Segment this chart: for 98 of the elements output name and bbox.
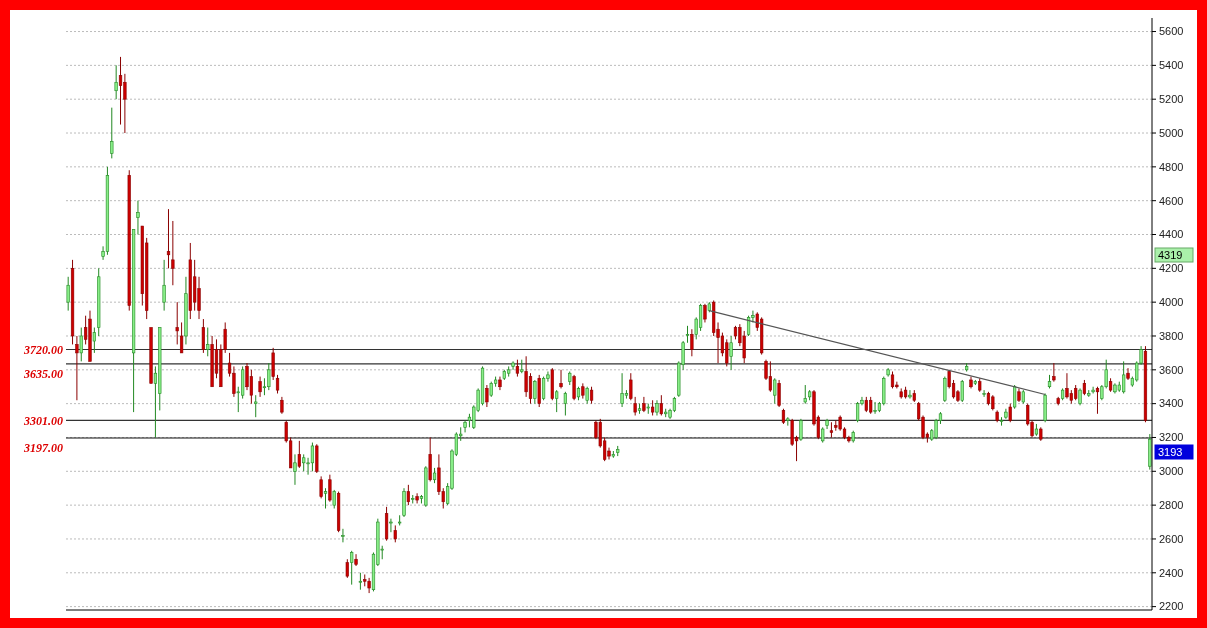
y-tick-label: 2600 bbox=[1159, 532, 1184, 545]
candlestick bbox=[541, 376, 546, 401]
candlestick bbox=[742, 330, 746, 364]
candlestick bbox=[773, 377, 777, 405]
candlestick bbox=[1052, 362, 1056, 383]
candlestick bbox=[232, 365, 236, 398]
candlestick bbox=[528, 372, 533, 405]
candlestick bbox=[179, 321, 184, 354]
y-tick-label: 5000 bbox=[1159, 126, 1184, 139]
candlestick bbox=[768, 360, 772, 393]
candlestick bbox=[960, 379, 964, 403]
y-tick-label: 2800 bbox=[1159, 498, 1184, 511]
y-tick-label: 3800 bbox=[1159, 329, 1184, 342]
candlestick bbox=[258, 376, 262, 398]
candlestick bbox=[310, 442, 315, 472]
candlestick bbox=[406, 484, 410, 506]
ref-line-label: 3720.00 bbox=[23, 342, 63, 357]
y-tick-label: 5600 bbox=[1159, 25, 1184, 38]
y-tick-label: 2200 bbox=[1159, 600, 1184, 613]
candlestick bbox=[402, 487, 406, 518]
y-tick-label: 4000 bbox=[1159, 296, 1184, 309]
candlestick bbox=[293, 453, 297, 486]
candlestick bbox=[1095, 386, 1100, 415]
candlestick bbox=[524, 355, 528, 398]
y-tick-label: 3000 bbox=[1159, 465, 1184, 478]
candlestick bbox=[1008, 403, 1012, 423]
y-tick-label: 4200 bbox=[1159, 262, 1184, 275]
candlestick bbox=[79, 327, 83, 362]
candlestick bbox=[659, 394, 663, 416]
candlestick bbox=[555, 389, 559, 413]
candlestick bbox=[341, 528, 345, 543]
candlestick bbox=[690, 328, 694, 357]
y-tick-label: 4400 bbox=[1159, 228, 1184, 241]
candlestick bbox=[559, 369, 563, 389]
candlestick bbox=[533, 379, 537, 405]
candlestick bbox=[982, 389, 986, 398]
candlestick bbox=[620, 372, 624, 408]
candlestick bbox=[855, 401, 860, 423]
candlestick bbox=[354, 553, 358, 567]
candlestick bbox=[162, 259, 166, 312]
candlestick bbox=[803, 384, 807, 405]
candlestick bbox=[166, 208, 171, 269]
candlestick bbox=[698, 303, 703, 332]
candlestick bbox=[873, 401, 877, 415]
candlestick bbox=[123, 73, 127, 134]
candlestick bbox=[367, 577, 371, 594]
candlestick bbox=[297, 440, 301, 469]
candlestick bbox=[1013, 384, 1017, 410]
candlestick bbox=[415, 492, 419, 504]
candlestick bbox=[175, 301, 179, 345]
candlestick bbox=[729, 335, 733, 371]
candlestick bbox=[206, 327, 210, 357]
candlestick bbox=[943, 376, 947, 403]
candlestick bbox=[633, 396, 637, 416]
candlestick bbox=[1065, 372, 1069, 400]
y-tick-label: 3400 bbox=[1159, 397, 1184, 410]
candlestick bbox=[254, 394, 258, 418]
candlestick bbox=[197, 276, 201, 320]
candlestick bbox=[332, 489, 336, 510]
candlestick bbox=[319, 475, 323, 499]
candlestick bbox=[511, 360, 515, 371]
candlestick bbox=[777, 379, 781, 408]
candlestick bbox=[66, 276, 70, 312]
text: 4319 bbox=[1158, 248, 1183, 261]
candlestick bbox=[799, 418, 803, 442]
candlestick bbox=[389, 518, 393, 533]
candlestick bbox=[908, 389, 912, 400]
candlestick bbox=[114, 64, 118, 100]
candlestick bbox=[629, 372, 633, 401]
candlestick bbox=[350, 550, 354, 586]
candlestick bbox=[1126, 367, 1130, 381]
candlestick bbox=[746, 315, 751, 337]
candlestick bbox=[642, 396, 646, 413]
candlestick bbox=[275, 374, 280, 394]
y-tick-label: 5400 bbox=[1159, 59, 1184, 72]
text: 3193 bbox=[1158, 445, 1183, 458]
y-tick-label: 4600 bbox=[1159, 194, 1184, 207]
candlestick bbox=[171, 220, 175, 286]
candlestick bbox=[271, 347, 275, 381]
ref-line-label: 3197.00 bbox=[23, 441, 63, 456]
candlestick bbox=[563, 391, 567, 416]
y-tick-label: 2400 bbox=[1159, 566, 1184, 579]
candlestick bbox=[92, 327, 96, 354]
candlestick bbox=[703, 303, 707, 323]
y-tick-label: 3200 bbox=[1159, 431, 1184, 444]
candlestick bbox=[345, 558, 349, 579]
candlestick bbox=[110, 107, 114, 159]
candlestick bbox=[572, 374, 576, 401]
ref-line-label: 3635.00 bbox=[23, 367, 63, 382]
y-tick-label: 3600 bbox=[1159, 363, 1184, 376]
ref-line-label: 3301.00 bbox=[23, 413, 63, 428]
candlestick bbox=[328, 474, 332, 503]
candlestick bbox=[201, 318, 205, 354]
candlestick bbox=[118, 56, 123, 126]
y-tick-label: 4800 bbox=[1159, 160, 1184, 173]
candlestick bbox=[323, 487, 328, 510]
y-tick-label: 5200 bbox=[1159, 93, 1184, 106]
candlestick bbox=[485, 384, 489, 408]
